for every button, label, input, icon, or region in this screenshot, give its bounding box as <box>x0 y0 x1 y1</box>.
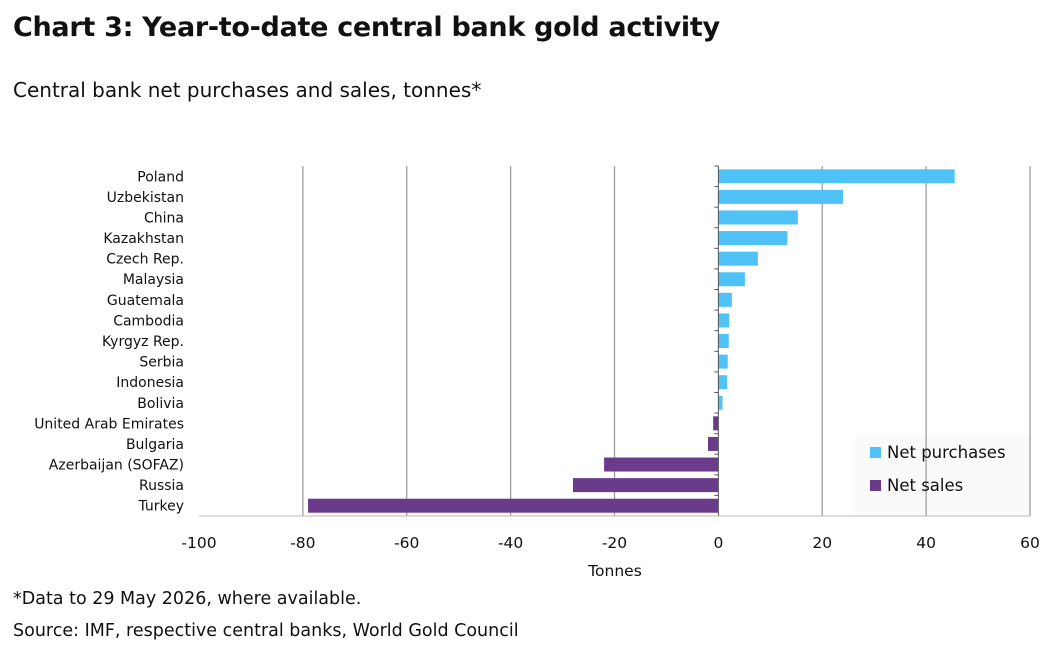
bar <box>718 272 745 287</box>
category-label: Russia <box>139 478 184 494</box>
category-label: Kyrgyz Rep. <box>102 334 184 350</box>
bar <box>718 354 728 369</box>
legend-swatch <box>870 447 881 458</box>
category-label: Poland <box>137 169 184 185</box>
x-tick-label: 60 <box>1020 534 1040 552</box>
chart-subtitle: Central bank net purchases and sales, to… <box>13 78 482 102</box>
bar <box>572 478 719 493</box>
category-label: Czech Rep. <box>106 252 184 268</box>
bar <box>718 169 955 184</box>
bar <box>718 375 728 390</box>
category-label: Serbia <box>139 355 184 371</box>
legend-swatch <box>870 480 881 491</box>
bar <box>308 498 719 513</box>
category-label: China <box>144 210 184 226</box>
bar <box>604 457 719 472</box>
category-label: Bulgaria <box>126 437 184 453</box>
bar <box>718 231 788 246</box>
x-tick-label: -40 <box>498 534 523 552</box>
bar <box>718 313 730 328</box>
x-tick-label: -80 <box>290 534 315 552</box>
bar <box>718 292 732 307</box>
chart-title: Chart 3: Year-to-date central bank gold … <box>13 12 720 43</box>
bar <box>718 251 758 266</box>
bar <box>718 189 844 204</box>
x-axis-label: Tonnes <box>587 562 642 580</box>
x-tick-label: 20 <box>812 534 832 552</box>
bar <box>713 416 719 431</box>
data-footnote: *Data to 29 May 2026, where available. <box>13 589 362 609</box>
category-label: Turkey <box>137 499 184 515</box>
category-label: Malaysia <box>123 272 184 288</box>
bar <box>707 436 719 451</box>
bar <box>718 395 723 410</box>
category-label: Indonesia <box>116 375 184 391</box>
bar <box>718 334 729 348</box>
category-label: United Arab Emirates <box>34 416 184 432</box>
category-label: Azerbaijan (SOFAZ) <box>49 458 184 474</box>
x-tick-label: -20 <box>602 534 627 552</box>
bar-chart: Poland Uzbekistan China Kazakhstan Czech Rep… <box>34 165 1040 580</box>
legend-box <box>855 435 1030 517</box>
legend-label: Net sales <box>887 476 963 495</box>
category-label: Kazakhstan <box>103 231 184 247</box>
bar <box>718 210 798 225</box>
x-tick-label: 0 <box>713 534 723 552</box>
x-tick-label: -60 <box>394 534 419 552</box>
x-tick-label: 40 <box>916 534 936 552</box>
source-note: Source: IMF, respective central banks, W… <box>13 621 519 641</box>
category-label: Bolivia <box>137 396 184 412</box>
category-label: Uzbekistan <box>107 190 184 206</box>
legend-label: Net purchases <box>887 443 1006 462</box>
x-tick-label: -100 <box>181 534 216 552</box>
category-label: Cambodia <box>113 313 184 329</box>
category-label: Guatemala <box>107 293 184 309</box>
